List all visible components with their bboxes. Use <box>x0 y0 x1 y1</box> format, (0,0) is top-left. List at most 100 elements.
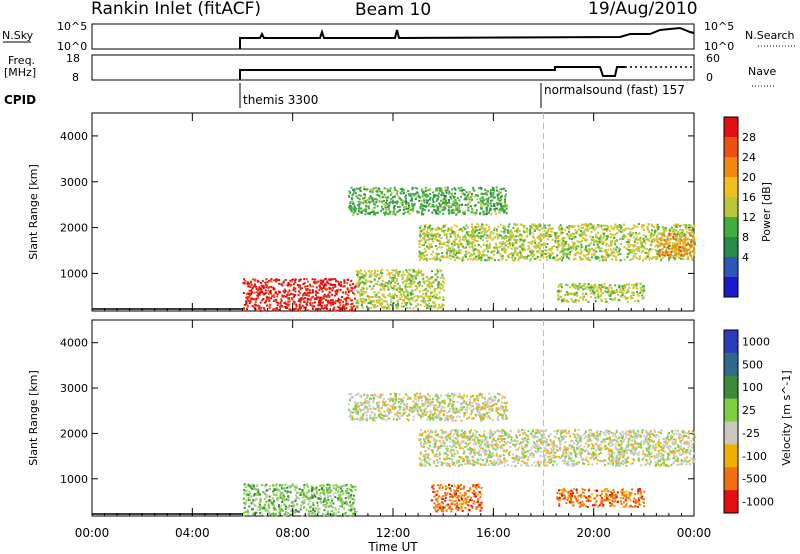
range-gate-cell <box>619 291 622 294</box>
range-gate-cell <box>515 235 518 238</box>
range-gate-cell <box>400 398 403 401</box>
range-gate-cell <box>692 239 695 242</box>
range-gate-cell <box>422 244 425 247</box>
range-gate-cell <box>402 199 405 202</box>
range-gate-cell <box>429 237 432 240</box>
range-gate-cell <box>424 223 427 226</box>
range-gate-cell <box>471 226 474 229</box>
range-gate-cell <box>247 496 250 499</box>
range-gate-cell <box>593 239 596 242</box>
ytick-label: 4000 <box>60 337 88 350</box>
range-gate-cell <box>384 281 387 284</box>
range-gate-cell <box>417 194 420 197</box>
range-gate-cell <box>334 283 337 286</box>
range-gate-cell <box>350 485 353 488</box>
range-gate-cell <box>345 484 348 487</box>
range-gate-cell <box>411 188 414 191</box>
velocity-frame <box>91 319 695 517</box>
range-gate-cell <box>576 286 579 289</box>
range-gate-cell <box>532 251 535 254</box>
range-gate-cell <box>388 271 391 274</box>
range-gate-cell <box>521 224 524 227</box>
date-title: 19/Aug/2010 <box>588 0 698 19</box>
range-gate-cell <box>315 296 318 299</box>
range-gate-cell <box>462 258 465 261</box>
range-gate-cell <box>453 224 456 227</box>
range-gate-cell <box>337 280 340 283</box>
range-gate-cell <box>513 242 516 245</box>
range-gate-cell <box>355 195 358 198</box>
range-gate-cell <box>669 248 672 251</box>
range-gate-cell <box>357 209 360 212</box>
range-gate-cell <box>304 296 307 299</box>
range-gate-cell <box>388 292 391 295</box>
range-gate-cell <box>317 496 320 499</box>
range-gate-cell <box>458 408 461 411</box>
range-gate-cell <box>440 303 443 306</box>
range-gate-cell <box>470 225 473 228</box>
range-gate-cell <box>640 241 643 244</box>
range-gate-cell <box>261 514 264 517</box>
range-gate-cell <box>396 200 399 203</box>
range-gate-cell <box>461 188 464 191</box>
range-gate-cell <box>264 494 267 497</box>
range-gate-cell <box>266 281 269 284</box>
range-gate-cell <box>253 494 256 497</box>
range-gate-cell <box>601 292 604 295</box>
range-gate-cell <box>314 507 317 510</box>
range-gate-cell <box>429 413 432 416</box>
range-gate-cell <box>614 240 617 243</box>
range-gate-cell <box>430 243 433 246</box>
range-gate-cell <box>523 239 526 242</box>
range-gate-cell <box>600 294 603 297</box>
range-gate-cell <box>543 229 546 232</box>
range-gate-cell <box>283 498 286 501</box>
range-gate-cell <box>440 284 443 287</box>
range-gate-cell <box>401 290 404 293</box>
range-gate-cell <box>504 244 507 247</box>
range-gate-cell <box>337 282 340 285</box>
range-gate-cell <box>293 500 296 503</box>
range-gate-cell <box>344 290 347 293</box>
range-gate-cell <box>434 287 437 290</box>
range-gate-cell <box>617 299 620 302</box>
range-gate-cell <box>566 293 569 296</box>
range-gate-cell <box>357 270 360 273</box>
range-gate-cell <box>406 395 409 398</box>
range-gate-cell <box>611 251 614 254</box>
range-gate-cell <box>449 233 452 236</box>
range-gate-cell <box>571 225 574 228</box>
range-gate-cell <box>428 258 431 261</box>
range-gate-cell <box>610 243 613 246</box>
range-gate-cell <box>353 204 356 207</box>
range-gate-cell <box>372 190 375 193</box>
range-gate-cell <box>461 229 464 232</box>
range-gate-cell <box>384 196 387 199</box>
range-gate-cell <box>691 230 694 233</box>
range-gate-cell <box>382 285 385 288</box>
range-gate-cell <box>643 224 646 227</box>
range-gate-cell <box>489 193 492 196</box>
range-gate-cell <box>271 503 274 506</box>
range-gate-cell <box>557 240 560 243</box>
range-gate-cell <box>675 248 678 251</box>
range-gate-cell <box>278 490 281 493</box>
range-gate-cell <box>678 251 681 254</box>
range-gate-cell <box>459 238 462 241</box>
range-gate-cell <box>529 225 532 228</box>
range-gate-cell <box>408 194 411 197</box>
range-gate-cell <box>557 235 560 238</box>
range-gate-cell <box>316 492 319 495</box>
range-gate-cell <box>576 251 579 254</box>
range-gate-cell <box>568 247 571 250</box>
range-gate-cell <box>351 200 354 203</box>
range-gate-cell <box>481 223 484 226</box>
range-gate-cell <box>397 273 400 276</box>
range-gate-cell <box>242 281 245 284</box>
range-gate-cell <box>372 401 375 404</box>
range-gate-cell <box>364 208 367 211</box>
range-gate-cell <box>501 395 504 398</box>
range-gate-cell <box>311 495 314 498</box>
range-gate-cell <box>663 245 666 248</box>
